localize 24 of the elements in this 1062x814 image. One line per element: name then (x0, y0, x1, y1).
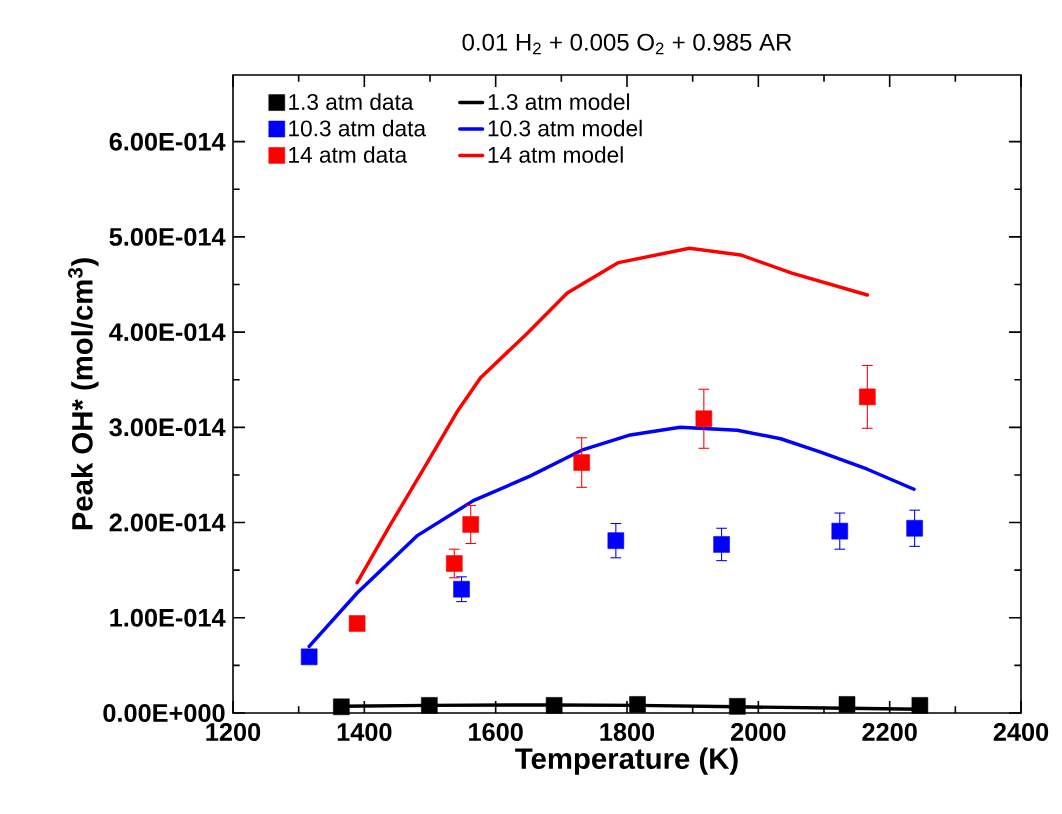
x-tick-label: 2400 (993, 723, 1049, 741)
y-tick-label: 3.00E-014 (109, 418, 226, 437)
legend-label: 14 atm data (289, 146, 408, 163)
x-tick-label: 1400 (337, 723, 392, 741)
legend-label: 1.3 atm data (289, 93, 414, 111)
legend-label: 10.3 atm data (289, 119, 427, 137)
y-tick-label: 5.00E-014 (109, 227, 226, 246)
x-tick-label: 2200 (862, 723, 917, 741)
x-tick-label: 2000 (731, 723, 786, 741)
legend-label: 14 atm model (488, 146, 623, 163)
y-tick-label: 0.00E+000 (103, 704, 225, 722)
y-axis-title: Peak OH* (mol/cm$^{3}$) (68, 258, 99, 530)
x-tick-label: 1800 (600, 723, 655, 741)
legend-label: 1.3 atm model (488, 93, 630, 111)
x-axis-title: Temperature (K) (515, 747, 738, 775)
y-tick-label: 1.00E-014 (110, 608, 226, 627)
y-tick-label: 6.00E-014 (109, 132, 226, 151)
y-tick-label: 4.00E-014 (109, 323, 226, 342)
line-series (355, 246, 870, 585)
legend-label: 10.3 atm model (488, 119, 642, 137)
x-tick-label: 1200 (206, 723, 261, 741)
y-tick-label: 2.00E-014 (109, 513, 226, 532)
chart-title: 0.01 H$_{2}$ + 0.005 O$_{2}$ + 0.985 AR (462, 33, 792, 55)
x-tick-label: 1600 (469, 723, 523, 741)
